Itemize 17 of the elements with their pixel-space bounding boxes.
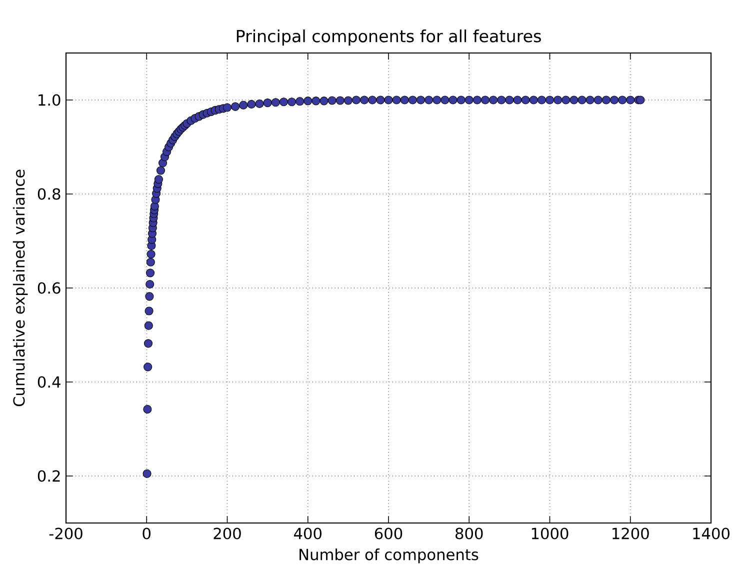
y-tick-label: 0.6 xyxy=(38,282,60,294)
x-tick-label: 1200 xyxy=(612,528,649,540)
y-tick-label: 0.2 xyxy=(38,470,60,482)
x-tick-label: 400 xyxy=(294,528,322,540)
x-tick-label: 800 xyxy=(456,528,483,540)
x-tick-label: 0 xyxy=(142,528,150,540)
x-tick-label: 200 xyxy=(214,528,241,540)
x-axis-title: Number of components xyxy=(300,548,478,564)
y-tick-label: 0.4 xyxy=(38,376,60,388)
x-tick-label: 1000 xyxy=(532,528,568,540)
y-tick-label: 0.8 xyxy=(38,188,60,200)
y-tick-label: 1.0 xyxy=(38,94,60,106)
x-tick-label: 600 xyxy=(374,528,402,540)
x-tick-label: 1400 xyxy=(693,528,730,540)
x-tick-label: -200 xyxy=(49,528,82,540)
chart-title: Principal components for all features xyxy=(236,29,541,46)
y-axis-title: Cumulative explained variance xyxy=(12,170,28,406)
